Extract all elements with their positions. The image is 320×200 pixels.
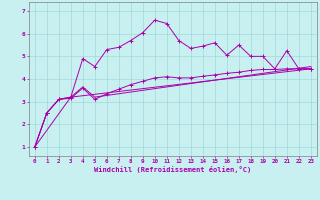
X-axis label: Windchill (Refroidissement éolien,°C): Windchill (Refroidissement éolien,°C) [94, 166, 252, 173]
